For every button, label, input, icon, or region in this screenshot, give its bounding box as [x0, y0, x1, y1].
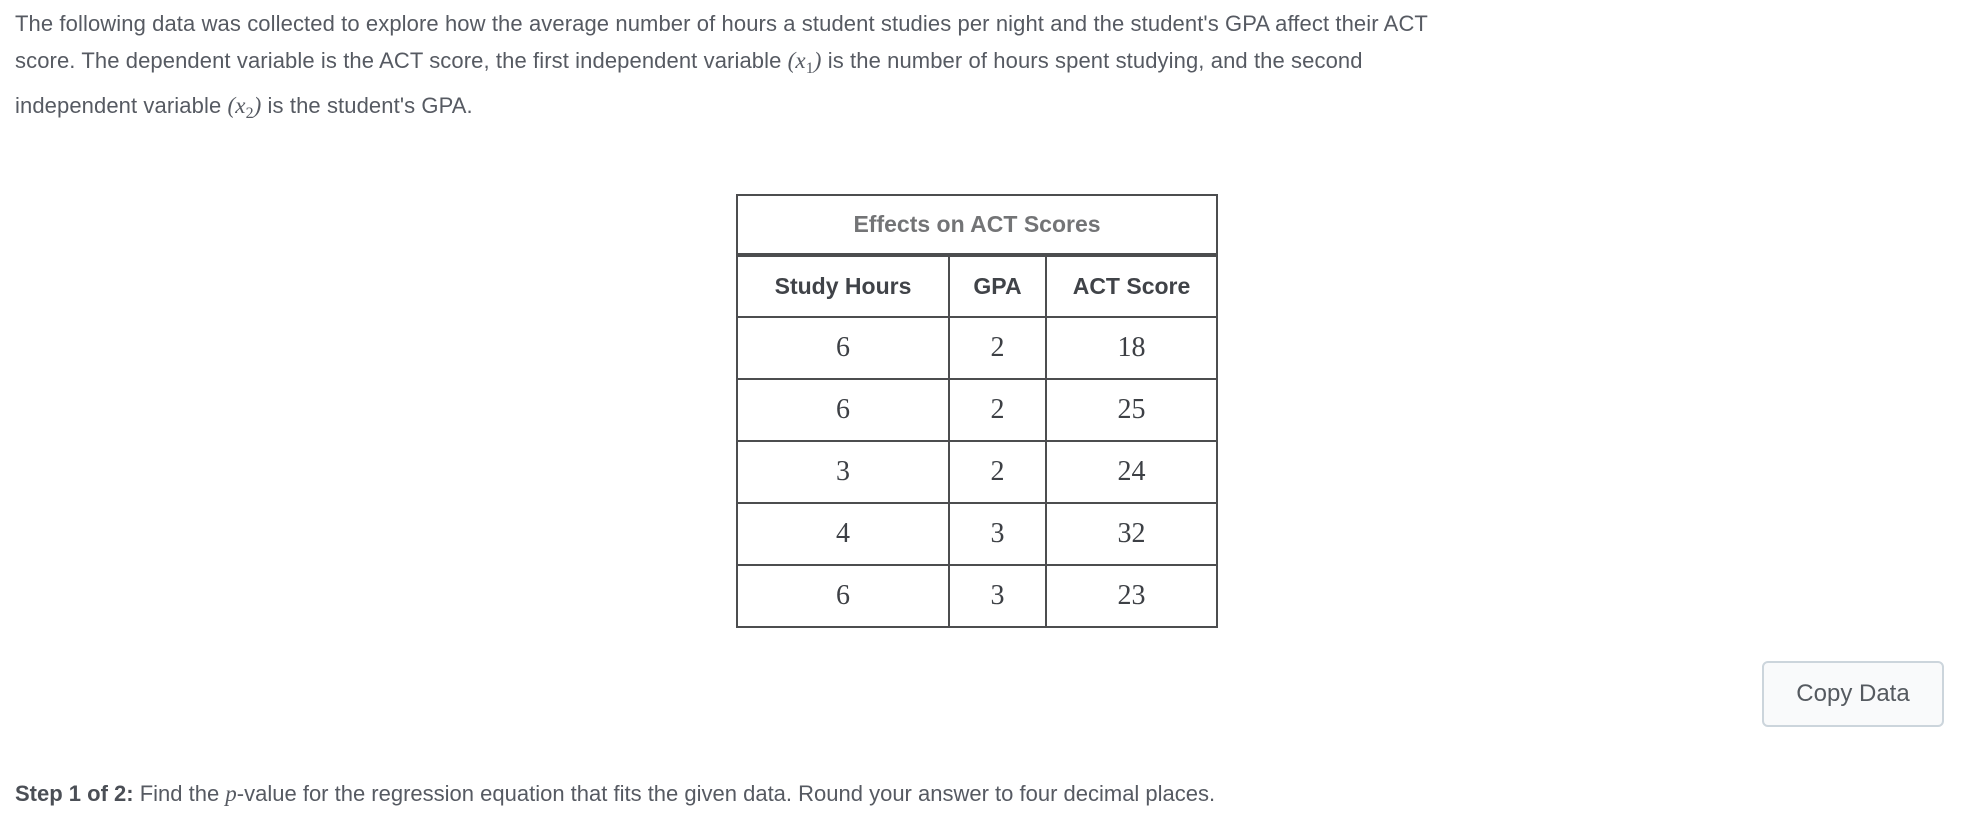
- cell-act-score: 25: [1045, 378, 1218, 442]
- table-title-row: Effects on ACT Scores: [736, 194, 1218, 257]
- step-number-label: Step 1 of 2:: [15, 781, 134, 806]
- problem-text: score. The dependent variable is the ACT…: [15, 48, 788, 73]
- step-text: Find the: [133, 781, 226, 806]
- cell-act-score: 24: [1045, 440, 1218, 504]
- copy-data-button[interactable]: Copy Data: [1762, 661, 1944, 727]
- cell-act-score: 32: [1045, 502, 1218, 566]
- table-header-row: Study Hours GPA ACT Score: [736, 254, 1218, 318]
- cell-study-hours: 6: [736, 564, 950, 628]
- column-header-study-hours: Study Hours: [736, 254, 950, 318]
- table-row: 3 2 24: [736, 440, 1218, 504]
- problem-text: is the student's GPA.: [261, 93, 473, 118]
- problem-description-line1: The following data was collected to expl…: [15, 5, 1428, 42]
- table-title: Effects on ACT Scores: [736, 194, 1218, 257]
- problem-text: independent variable: [15, 93, 228, 118]
- math-var-x2: (x2): [227, 93, 262, 122]
- table-row: 6 3 23: [736, 564, 1218, 628]
- problem-text: is the number of hours spent studying, a…: [821, 48, 1363, 73]
- act-scores-table: Effects on ACT Scores Study Hours GPA AC…: [736, 194, 1218, 628]
- cell-act-score: 18: [1045, 316, 1218, 380]
- cell-gpa: 2: [948, 440, 1047, 504]
- cell-act-score: 23: [1045, 564, 1218, 628]
- step-instruction: Step 1 of 2: Find the p-value for the re…: [15, 779, 1215, 809]
- cell-gpa: 3: [948, 502, 1047, 566]
- cell-study-hours: 3: [736, 440, 950, 504]
- math-var-p: p: [225, 781, 237, 806]
- math-var-x1: (x1): [787, 48, 822, 77]
- table-row: 4 3 32: [736, 502, 1218, 566]
- problem-text: The following data was collected to expl…: [15, 11, 1428, 36]
- copy-data-button-label: Copy Data: [1796, 680, 1910, 707]
- cell-gpa: 2: [948, 378, 1047, 442]
- math-subscript: 2: [245, 105, 254, 122]
- math-close: ): [253, 93, 262, 118]
- cell-study-hours: 6: [736, 378, 950, 442]
- math-open: (x: [227, 93, 246, 118]
- column-header-act-score: ACT Score: [1045, 254, 1218, 318]
- math-open: (x: [787, 48, 806, 73]
- cell-study-hours: 6: [736, 316, 950, 380]
- problem-description-line2: score. The dependent variable is the ACT…: [15, 42, 1428, 87]
- cell-study-hours: 4: [736, 502, 950, 566]
- table-row: 6 2 25: [736, 378, 1218, 442]
- step-text: -value for the regression equation that …: [236, 781, 1216, 806]
- math-subscript: 1: [805, 60, 814, 77]
- math-close: ): [813, 48, 822, 73]
- problem-description: The following data was collected to expl…: [15, 5, 1428, 132]
- column-header-gpa: GPA: [948, 254, 1047, 318]
- table-row: 6 2 18: [736, 316, 1218, 380]
- cell-gpa: 3: [948, 564, 1047, 628]
- cell-gpa: 2: [948, 316, 1047, 380]
- problem-description-line3: independent variable (x2) is the student…: [15, 87, 1428, 132]
